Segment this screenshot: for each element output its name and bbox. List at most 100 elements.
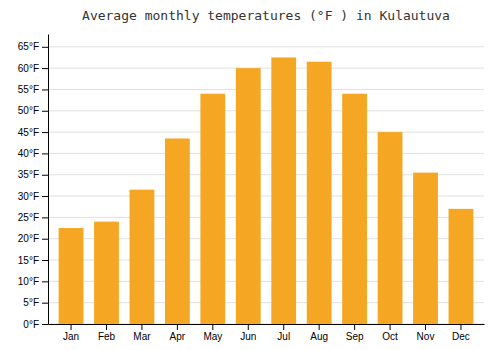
x-tick-mark: [425, 324, 426, 330]
y-tick: 30°F: [18, 191, 48, 202]
y-tick: 55°F: [18, 84, 48, 95]
x-tick-mark: [248, 324, 249, 330]
bar: [449, 209, 474, 324]
grid-line: [48, 110, 484, 111]
bar: [413, 173, 438, 324]
x-tick-mark: [460, 324, 461, 330]
bar: [342, 94, 367, 324]
x-tick-label: Apr: [170, 331, 186, 342]
y-tick-mark: [42, 303, 48, 304]
y-tick-label: 50°F: [18, 105, 39, 116]
x-tick: Apr: [170, 324, 186, 342]
x-tick: Feb: [98, 324, 116, 342]
y-tick-mark: [42, 324, 48, 325]
grid-line: [48, 153, 484, 154]
x-tick: Nov: [417, 324, 435, 342]
bar: [378, 132, 403, 324]
y-tick: 20°F: [18, 233, 48, 244]
y-tick: 5°F: [23, 297, 48, 308]
x-tick-label: Sep: [346, 331, 364, 342]
y-tick-label: 65°F: [18, 41, 39, 52]
plot: Jan Feb Mar Apr May Jun Jul Aug Sep Oct Nov Dec 0°F 5…: [18, 35, 485, 343]
y-tick-label: 5°F: [23, 297, 39, 308]
x-tick-mark: [106, 324, 107, 330]
y-tick-mark: [42, 260, 48, 261]
bar: [307, 62, 332, 324]
y-tick-mark: [42, 68, 48, 69]
grid-line: [48, 68, 484, 69]
x-tick-mark: [283, 324, 284, 330]
y-tick: 60°F: [18, 63, 48, 74]
x-tick-label: Mar: [133, 331, 151, 342]
x-tick-mark: [319, 324, 320, 330]
x-axis-line: [49, 324, 485, 325]
x-tick: Sep: [346, 324, 364, 342]
bars: [59, 57, 474, 324]
x-tick-mark: [212, 324, 213, 330]
x-tick-mark: [390, 324, 391, 330]
y-tick-label: 15°F: [18, 255, 39, 266]
grid-line: [48, 46, 484, 47]
y-tick-mark: [42, 196, 48, 197]
y-tick-mark: [42, 47, 48, 48]
x-axis: Jan Feb Mar Apr May Jun Jul Aug Sep Oct Nov Dec: [49, 324, 485, 342]
grid-line: [48, 132, 484, 133]
y-tick-mark: [42, 153, 48, 154]
grid: [48, 47, 484, 324]
y-tick-label: 40°F: [18, 148, 39, 159]
x-tick: Aug: [310, 324, 328, 342]
x-tick: May: [203, 324, 222, 342]
y-tick: 0°F: [23, 319, 48, 330]
x-tick-mark: [141, 324, 142, 330]
chart: Jan Feb Mar Apr May Jun Jul Aug Sep Oct Nov Dec 0°F 5…: [0, 0, 500, 350]
y-tick-mark: [42, 111, 48, 112]
bar: [130, 190, 155, 324]
y-tick-label: 0°F: [23, 319, 39, 330]
bar: [94, 222, 119, 324]
x-tick-label: Feb: [98, 331, 116, 342]
y-tick: 35°F: [18, 169, 48, 180]
y-axis-line: [48, 35, 49, 325]
title: Average monthly temperatures (°F ) in Ku…: [82, 8, 450, 23]
x-tick: Jul: [277, 324, 290, 342]
y-tick: 65°F: [18, 41, 48, 52]
bar: [271, 57, 296, 324]
x-tick-mark: [177, 324, 178, 330]
y-tick-mark: [42, 217, 48, 218]
y-tick-label: 20°F: [18, 233, 39, 244]
y-tick-label: 45°F: [18, 127, 39, 138]
y-tick-label: 55°F: [18, 84, 39, 95]
y-tick: 45°F: [18, 127, 48, 138]
x-tick-label: Jun: [240, 331, 256, 342]
y-tick-mark: [42, 132, 48, 133]
y-tick-label: 35°F: [18, 169, 39, 180]
x-tick-mark: [354, 324, 355, 330]
y-tick-label: 60°F: [18, 63, 39, 74]
y-tick: 40°F: [18, 148, 48, 159]
x-tick: Jun: [240, 324, 256, 342]
y-tick-label: 25°F: [18, 212, 39, 223]
bar: [59, 228, 84, 324]
y-tick-mark: [42, 239, 48, 240]
bar: [200, 94, 225, 324]
x-tick: Jan: [63, 324, 79, 342]
bar: [236, 68, 261, 324]
x-tick-label: Dec: [452, 331, 470, 342]
y-tick: 10°F: [18, 276, 48, 287]
x-tick-mark: [71, 324, 72, 330]
x-tick-label: May: [203, 331, 222, 342]
y-tick-mark: [42, 281, 48, 282]
y-tick-label: 30°F: [18, 191, 39, 202]
x-tick-label: Aug: [310, 331, 328, 342]
x-tick-label: Jul: [277, 331, 290, 342]
x-tick-label: Jan: [63, 331, 79, 342]
y-tick: 50°F: [18, 105, 48, 116]
bar: [165, 138, 190, 324]
y-tick-mark: [42, 89, 48, 90]
y-tick: 15°F: [18, 255, 48, 266]
x-tick-label: Oct: [382, 331, 398, 342]
x-tick-label: Nov: [417, 331, 435, 342]
y-axis: 0°F 5°F 10°F 15°F 20°F 25°F 30°F 35°F 40°F 45°F 50…: [18, 35, 49, 330]
y-tick-mark: [42, 175, 48, 176]
x-tick: Oct: [382, 324, 398, 342]
